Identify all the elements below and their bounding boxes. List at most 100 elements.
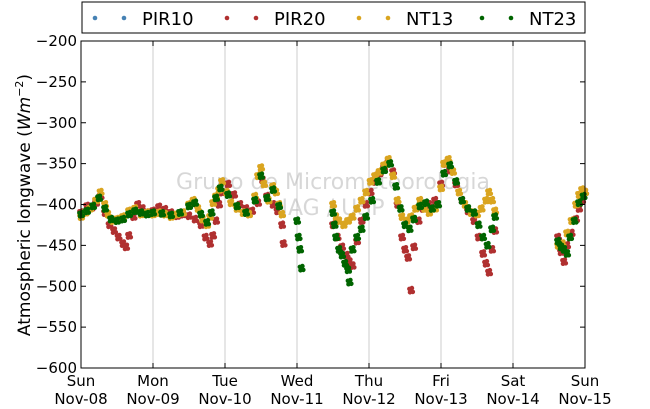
legend-items: PIR10 PIR20 NT13 NT23 xyxy=(92,9,576,30)
data-point-cluster xyxy=(185,205,191,211)
data-point-cluster xyxy=(353,241,359,246)
data-point-cluster xyxy=(110,230,116,235)
data-point-cluster xyxy=(353,208,359,213)
legend-marker xyxy=(479,15,485,21)
data-point-cluster xyxy=(358,228,363,234)
data-point-cluster xyxy=(131,210,137,216)
data-point-cluster xyxy=(269,204,275,209)
legend-marker xyxy=(121,15,127,21)
data-point-cluster xyxy=(583,187,589,193)
data-point-cluster xyxy=(491,216,497,222)
data-point-cluster xyxy=(418,195,424,201)
data-point-cluster xyxy=(259,171,265,176)
x-tick-label-date: Nov-08 xyxy=(54,390,107,408)
data-point-cluster xyxy=(224,183,230,189)
data-point-cluster xyxy=(460,195,466,201)
data-point-cluster xyxy=(428,208,434,213)
legend-label: PIR10 xyxy=(142,9,194,30)
data-point-cluster xyxy=(447,155,452,160)
data-point-cluster xyxy=(386,163,392,168)
data-point-cluster xyxy=(149,212,155,217)
legend-marker xyxy=(508,15,514,21)
data-point-cluster xyxy=(224,194,230,199)
data-point-cluster xyxy=(404,257,410,262)
data-point-cluster xyxy=(351,212,356,217)
legend-label: NT23 xyxy=(529,9,576,30)
data-point-cluster xyxy=(259,163,265,168)
data-point-cluster xyxy=(145,209,151,215)
data-point-cluster xyxy=(407,290,413,295)
data-point-cluster xyxy=(382,165,388,171)
data-point-cluster xyxy=(573,216,578,221)
data-point-cluster xyxy=(278,214,284,219)
data-point-cluster xyxy=(412,208,417,213)
data-point-cluster xyxy=(157,202,163,208)
data-point-cluster xyxy=(364,187,370,193)
data-point-cluster xyxy=(362,204,368,209)
data-point-cluster xyxy=(380,169,386,175)
data-point-cluster xyxy=(332,236,338,242)
data-point-cluster xyxy=(187,201,193,207)
data-point-cluster xyxy=(269,189,275,195)
data-point-cluster xyxy=(199,209,205,215)
data-point-cluster xyxy=(440,163,446,168)
data-point-cluster xyxy=(490,224,496,230)
data-point-cluster xyxy=(370,195,376,201)
data-point-cluster xyxy=(346,265,352,271)
data-point-cluster xyxy=(399,204,404,209)
data-point-cluster xyxy=(358,200,363,205)
data-point-cluster xyxy=(229,198,235,203)
data-point-cluster xyxy=(193,214,199,220)
y-axis-label-unit-open: ( xyxy=(15,130,35,137)
data-point-cluster xyxy=(348,257,353,262)
data-point-cluster xyxy=(455,191,461,197)
data-point-cluster xyxy=(353,236,359,242)
y-axis-label-unit-close: ) xyxy=(15,74,35,81)
data-point-cluster xyxy=(408,224,413,230)
y-axis-label-text: Atmospheric longwave xyxy=(15,137,35,336)
x-tick-label-date: Nov-12 xyxy=(342,390,395,408)
data-point-cluster xyxy=(103,204,109,209)
data-point-cluster xyxy=(575,208,581,213)
data-point-cluster xyxy=(490,195,496,201)
data-point-cluster xyxy=(424,198,430,203)
data-point-cluster xyxy=(233,205,239,211)
data-point-cluster xyxy=(257,167,263,172)
data-point-cluster xyxy=(331,208,337,213)
data-point-cluster xyxy=(331,200,337,205)
data-point-cluster xyxy=(151,208,157,213)
data-point-cluster xyxy=(351,245,356,250)
x-tick-label-date: Nov-15 xyxy=(558,390,611,408)
data-point-cluster xyxy=(242,212,248,217)
data-point-cluster xyxy=(565,240,571,246)
data-point-cluster xyxy=(488,249,494,254)
data-point-cluster xyxy=(124,242,130,248)
data-point-cluster xyxy=(398,236,404,242)
data-point-cluster xyxy=(439,179,445,185)
data-point-cluster xyxy=(470,220,476,226)
x-tick-label-weekday: Mon xyxy=(137,372,169,390)
data-point-cluster xyxy=(298,245,304,250)
x-tick-label-weekday: Fri xyxy=(432,372,450,390)
data-point-cluster xyxy=(367,181,372,186)
data-point-cluster xyxy=(364,212,370,217)
data-point-cluster xyxy=(298,268,303,273)
data-point-cluster xyxy=(490,245,496,250)
data-point-cluster xyxy=(403,220,409,225)
x-tick-label-date: Nov-09 xyxy=(126,390,179,408)
data-point-cluster xyxy=(358,220,363,226)
data-point-cluster xyxy=(571,220,576,226)
data-point-cluster xyxy=(417,216,422,221)
data-point-cluster xyxy=(277,201,283,207)
legend-label: PIR20 xyxy=(274,9,326,30)
data-point-cluster xyxy=(271,185,277,190)
data-point-cluster xyxy=(193,198,199,203)
x-tick-label-date: Nov-14 xyxy=(486,390,539,408)
data-point-cluster xyxy=(191,218,197,224)
data-point-cluster xyxy=(479,236,485,242)
data-point-cluster xyxy=(410,246,416,252)
data-point-cluster xyxy=(232,190,238,195)
y-tick-label: −350 xyxy=(36,155,77,173)
data-point-cluster xyxy=(582,191,587,197)
legend-marker xyxy=(385,15,391,21)
